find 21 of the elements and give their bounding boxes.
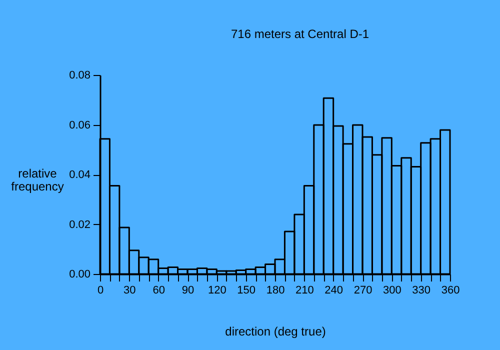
y-tick-label: 0.08 [69,70,90,82]
y-tick-label: 0.00 [69,268,90,280]
x-tick-label: 360 [441,284,460,296]
x-tick-label: 330 [412,284,431,296]
x-tick-label: 120 [208,284,226,296]
x-tick-label: 270 [354,284,372,296]
y-axis-title: relative frequency [11,166,64,194]
x-tick-label: 0 [97,284,104,296]
y-tick-label: 0.06 [69,119,90,132]
x-tick-label: 180 [266,284,285,296]
x-axis-title: direction (deg true) [225,324,326,338]
x-tick-label: 300 [382,284,402,296]
y-tick-label: 0.04 [69,169,90,181]
x-tick-label: 30 [124,284,136,296]
x-tick-label: 210 [295,284,314,296]
chart-title: 716 meters at Central D-1 [230,27,370,41]
x-tick-label: 60 [152,284,165,296]
x-tick-label: 150 [237,284,256,296]
y-tick-label: 0.02 [69,218,90,231]
x-tick-label: 90 [182,284,194,296]
x-tick-label: 240 [324,284,344,296]
